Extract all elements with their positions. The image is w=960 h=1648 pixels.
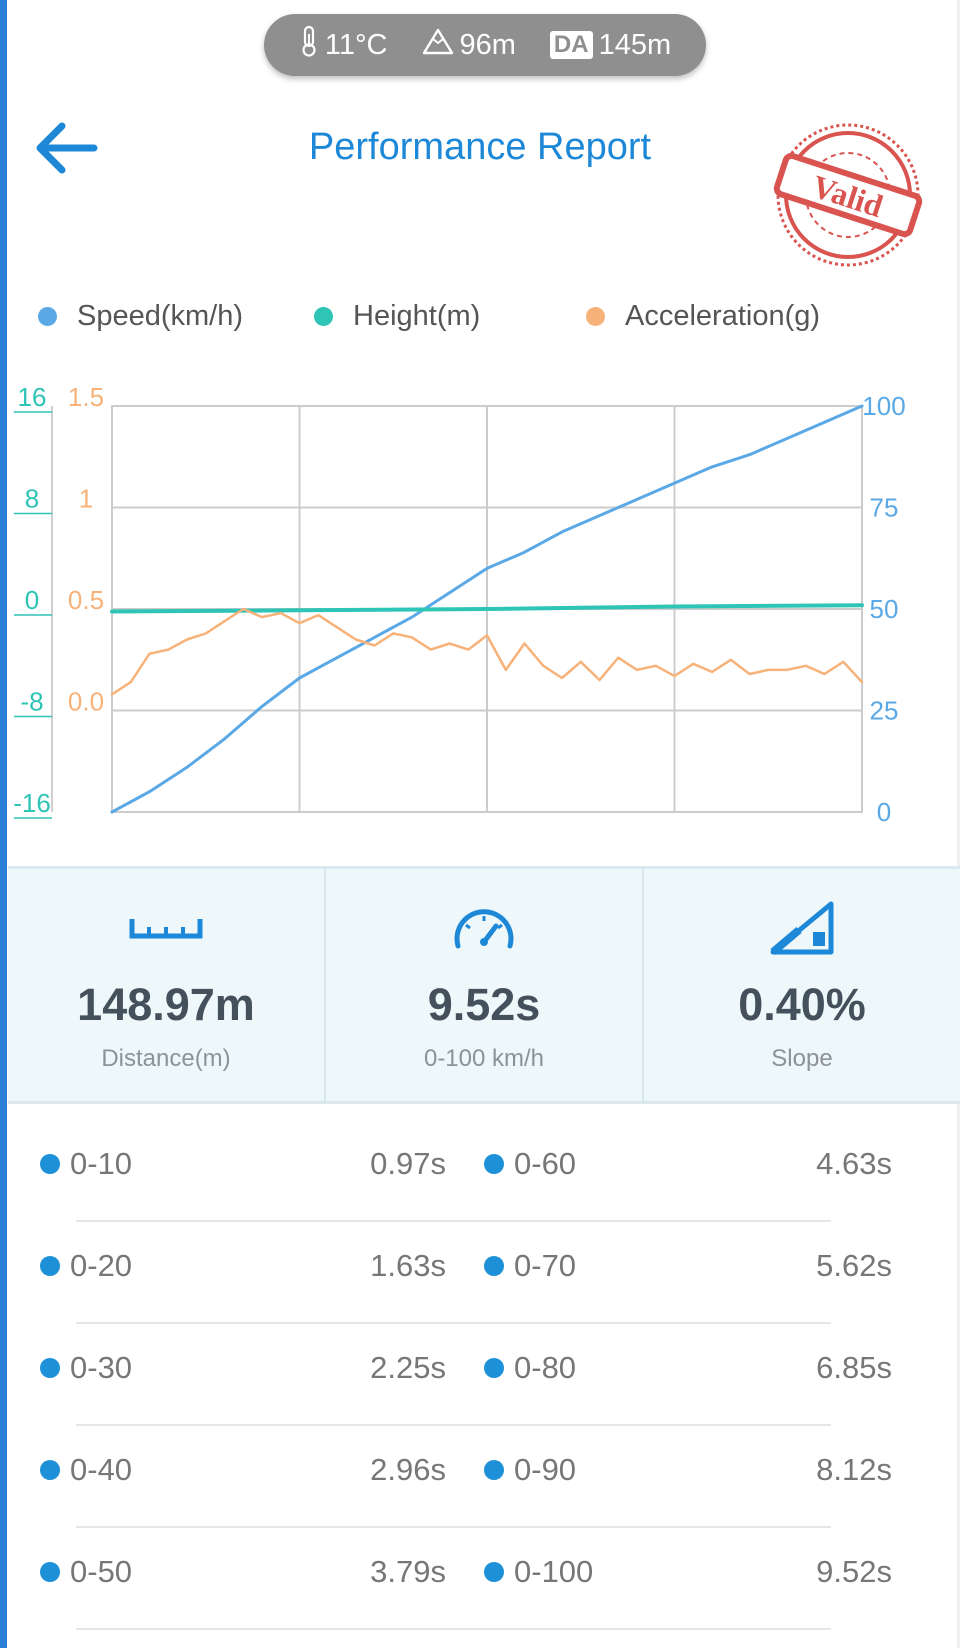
split-label-left: 0-40 (40, 1452, 132, 1488)
page-title: Performance Report (308, 126, 652, 168)
slope-value: 0.40% (738, 979, 866, 1030)
split-times: 0-10 0.97s 0-60 4.63s 0-20 1.63s 0-70 5.… (0, 1120, 960, 1630)
split-bullet-icon (40, 1256, 60, 1276)
split-bullet-icon (484, 1154, 504, 1174)
split-bullet-icon (40, 1154, 60, 1174)
density-altitude-value: 145m (598, 28, 672, 61)
split-bullet-icon (40, 1460, 60, 1480)
row-divider (76, 1322, 831, 1324)
split-label-right: 0-70 (484, 1248, 576, 1284)
height-tick-label: -8 (20, 687, 43, 717)
height-tick-label: 8 (25, 484, 39, 514)
speed-tick-label: 50 (870, 594, 899, 624)
split-time-left: 3.79s (370, 1554, 446, 1589)
split-time-right: 4.63s (816, 1146, 892, 1181)
performance-chart: 16 8 0 -8 -16 1.5 1 0.5 0.0 100 75 50 25 0 (13, 382, 905, 827)
legend-dot-speed (38, 307, 57, 326)
stat-distance: 148.97m Distance(m) (8, 869, 324, 1101)
temperature-group: 11°C (299, 25, 388, 65)
split-row: 0-40 2.96s 0-90 8.12s (0, 1426, 960, 1528)
acceleration-tick-label: 0.0 (68, 687, 104, 717)
slope-icon (770, 901, 834, 956)
distance-label: Distance(m) (101, 1045, 231, 1072)
legend-item-height: Height(m) (314, 300, 480, 333)
left-edge-bar (0, 0, 7, 1648)
split-label-left: 0-50 (40, 1554, 132, 1590)
split-time-right: 9.52s (816, 1554, 892, 1589)
split-bullet-icon (484, 1256, 504, 1276)
density-altitude-icon: DA (549, 31, 593, 59)
split-label-left: 0-30 (40, 1350, 132, 1386)
speed-tick-label: 0 (877, 797, 891, 827)
split-bullet-icon (484, 1562, 504, 1582)
split-bullet-icon (484, 1460, 504, 1480)
row-divider (76, 1526, 831, 1528)
split-bullet-icon (40, 1358, 60, 1378)
height-tick-label: 16 (18, 382, 47, 412)
valid-stamp: Valid (773, 123, 923, 267)
legend-item-acceleration: Acceleration(g) (586, 300, 820, 333)
legend-label-acceleration: Acceleration(g) (625, 300, 821, 332)
summary-stats: 148.97m Distance(m) 9.52s 0-100 km/h 0.4… (8, 866, 960, 1104)
zero-to-hundred-label: 0-100 km/h (423, 1045, 545, 1072)
ruler-icon (129, 919, 203, 939)
temperature-value: 11°C (324, 28, 388, 61)
height-tick-label: -16 (13, 788, 51, 818)
chart-legend: Speed(km/h) Height(m) Acceleration(g) (36, 300, 916, 340)
slope-label: Slope (771, 1045, 833, 1072)
altitude-group: 96m (422, 27, 516, 63)
split-row: 0-50 3.79s 0-100 9.52s (0, 1528, 960, 1630)
split-time-right: 6.85s (816, 1350, 892, 1385)
thermometer-icon (299, 25, 319, 65)
legend-label-height: Height(m) (353, 300, 481, 332)
conditions-pill: 11°C 96m DA 145m (264, 14, 706, 76)
stat-slope: 0.40% Slope (642, 869, 960, 1101)
stat-zero-to-hundred: 9.52s 0-100 km/h (324, 869, 642, 1101)
zero-to-hundred-value: 9.52s (427, 979, 541, 1030)
legend-item-speed: Speed(km/h) (38, 300, 243, 333)
height-tick-label: 0 (25, 585, 39, 615)
arrow-left-icon (36, 122, 98, 174)
split-label-right: 0-100 (484, 1554, 593, 1590)
split-time-left: 2.25s (370, 1350, 446, 1385)
split-time-right: 5.62s (816, 1248, 892, 1283)
height-series-line (110, 603, 864, 614)
row-divider (76, 1628, 831, 1630)
legend-dot-height (314, 307, 333, 326)
split-label-right: 0-90 (484, 1452, 576, 1488)
row-divider (76, 1424, 831, 1426)
speed-tick-label: 100 (862, 391, 905, 421)
split-label-right: 0-60 (484, 1146, 576, 1182)
split-time-left: 2.96s (370, 1452, 446, 1487)
legend-label-speed: Speed(km/h) (77, 300, 244, 332)
acceleration-tick-label: 0.5 (68, 585, 104, 615)
acceleration-tick-label: 1 (79, 484, 93, 514)
speed-tick-label: 75 (870, 493, 899, 523)
altitude-value: 96m (459, 28, 516, 61)
density-altitude-group: DA 145m (549, 28, 672, 62)
split-bullet-icon (40, 1562, 60, 1582)
split-label-right: 0-80 (484, 1350, 576, 1386)
distance-value: 148.97m (77, 979, 255, 1030)
mountain-icon (422, 27, 454, 63)
acceleration-series-line (110, 607, 864, 696)
split-row: 0-30 2.25s 0-80 6.85s (0, 1324, 960, 1426)
speedometer-icon (454, 909, 514, 949)
split-time-right: 8.12s (816, 1452, 892, 1487)
split-label-left: 0-20 (40, 1248, 132, 1284)
row-divider (76, 1220, 831, 1222)
split-time-left: 0.97s (370, 1146, 446, 1181)
split-label-left: 0-10 (40, 1146, 132, 1182)
acceleration-tick-label: 1.5 (68, 382, 104, 412)
speed-series-line (110, 404, 864, 814)
split-bullet-icon (484, 1358, 504, 1378)
right-edge-bar (957, 0, 960, 1648)
split-row: 0-20 1.63s 0-70 5.62s (0, 1222, 960, 1324)
legend-dot-acceleration (586, 307, 605, 326)
back-button[interactable] (30, 116, 102, 180)
speed-tick-label: 25 (870, 696, 899, 726)
split-time-left: 1.63s (370, 1248, 446, 1283)
split-row: 0-10 0.97s 0-60 4.63s (0, 1120, 960, 1222)
